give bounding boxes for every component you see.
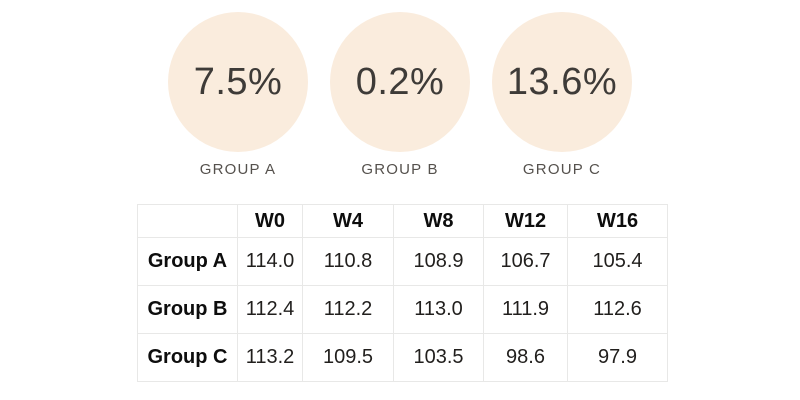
table-row: Group A 114.0 110.8 108.9 106.7 105.4 — [137, 237, 668, 286]
table-cell: 98.6 — [483, 333, 568, 382]
stat-label-group-c: GROUP C — [522, 161, 602, 178]
table-cell: 110.8 — [302, 237, 394, 286]
table-header-w8: W8 — [393, 204, 484, 238]
stat-group-b: 0.2% GROUP B — [330, 12, 470, 178]
table-cell: 112.4 — [237, 285, 303, 334]
table-header-w12: W12 — [483, 204, 568, 238]
stat-label-group-a: GROUP A — [199, 161, 277, 178]
stat-circle-group-a: 7.5% — [168, 12, 308, 152]
table-cell: 97.9 — [567, 333, 668, 382]
table-header-w16: W16 — [567, 204, 668, 238]
stat-group-c: 13.6% GROUP C — [492, 12, 632, 178]
table-cell: 103.5 — [393, 333, 484, 382]
stats-row: 7.5% GROUP A 0.2% GROUP B 13.6% GROUP C — [0, 0, 800, 178]
table-cell: 106.7 — [483, 237, 568, 286]
row-label-group-b: Group B — [137, 285, 238, 334]
stat-group-a: 7.5% GROUP A — [168, 12, 308, 178]
table-cell: 109.5 — [302, 333, 394, 382]
table-header-row: W0 W4 W8 W12 W16 — [137, 204, 668, 238]
table-cell: 105.4 — [567, 237, 668, 286]
table-cell: 113.0 — [393, 285, 484, 334]
table-header-empty — [137, 204, 238, 238]
row-label-group-c: Group C — [137, 333, 238, 382]
stat-label-group-b: GROUP B — [361, 161, 439, 178]
table-cell: 113.2 — [237, 333, 303, 382]
table-row: Group C 113.2 109.5 103.5 98.6 97.9 — [137, 333, 668, 382]
table-cell: 108.9 — [393, 237, 484, 286]
stat-value-group-c: 13.6% — [506, 60, 618, 103]
data-table: W0 W4 W8 W12 W16 Group A 114.0 110.8 108… — [137, 204, 668, 382]
table-header-w4: W4 — [302, 204, 394, 238]
table-row: Group B 112.4 112.2 113.0 111.9 112.6 — [137, 285, 668, 334]
stat-circle-group-b: 0.2% — [330, 12, 470, 152]
stat-circle-group-c: 13.6% — [492, 12, 632, 152]
table-header-w0: W0 — [237, 204, 303, 238]
table-cell: 112.2 — [302, 285, 394, 334]
data-table-wrap: W0 W4 W8 W12 W16 Group A 114.0 110.8 108… — [137, 204, 800, 382]
stat-value-group-a: 7.5% — [193, 60, 283, 103]
row-label-group-a: Group A — [137, 237, 238, 286]
stat-value-group-b: 0.2% — [355, 60, 445, 103]
table-cell: 111.9 — [483, 285, 568, 334]
table-cell: 114.0 — [237, 237, 303, 286]
table-cell: 112.6 — [567, 285, 668, 334]
